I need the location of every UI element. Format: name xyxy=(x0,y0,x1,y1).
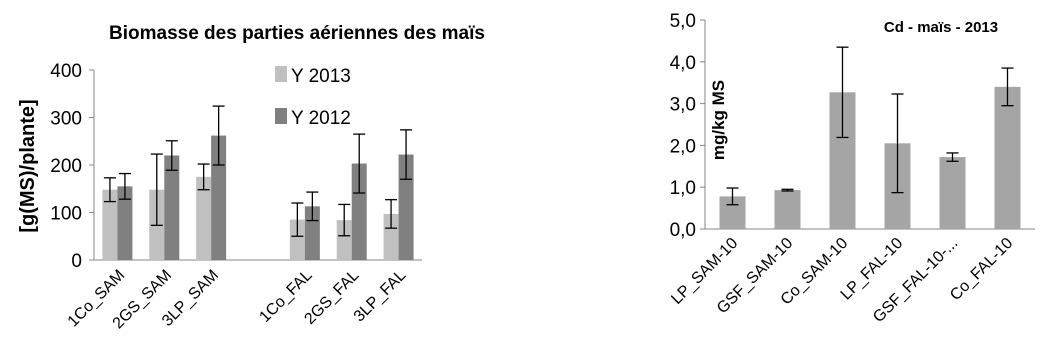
error-bar xyxy=(836,46,849,139)
error-bar xyxy=(212,105,225,166)
y-tick-label: 0 xyxy=(71,251,82,272)
y-tick-label: 200 xyxy=(50,156,82,177)
error-bar xyxy=(291,202,304,237)
error-bar xyxy=(946,152,959,162)
error-bar xyxy=(781,188,794,192)
legend-swatch-2012 xyxy=(275,108,287,124)
y-axis-label: mg/kg MS xyxy=(709,80,728,160)
y-tick-label: 0,0 xyxy=(670,220,696,241)
legend-label-2012: Y 2012 xyxy=(291,108,351,129)
legend-label-2013: Y 2013 xyxy=(291,66,351,87)
x-tick-label: 3LP_FAL xyxy=(351,267,410,326)
y-tick-label: 2,0 xyxy=(670,136,696,157)
bar-2013 xyxy=(196,176,212,260)
error-bar xyxy=(103,177,116,203)
bar-2013 xyxy=(336,220,352,260)
bar-2012 xyxy=(211,135,227,260)
chart-title: Cd - maïs - 2013 xyxy=(884,19,998,36)
bar xyxy=(939,157,966,229)
error-bar xyxy=(726,187,739,206)
y-tick-label: 3,0 xyxy=(670,95,696,116)
error-bar xyxy=(150,153,163,226)
chart-title: Biomasse des parties aériennes des maïs xyxy=(109,23,485,44)
y-tick-label: 1,0 xyxy=(670,178,696,199)
bar-2013 xyxy=(102,189,118,260)
y-tick-label: 400 xyxy=(50,61,82,82)
error-bar xyxy=(353,133,366,194)
y-tick-label: 100 xyxy=(50,204,82,225)
bar-2012 xyxy=(117,186,133,260)
error-bar xyxy=(400,129,413,180)
bar xyxy=(994,86,1021,229)
bar-2013 xyxy=(383,213,399,260)
bar-2012 xyxy=(398,154,414,260)
cadmium-chart: Cd - maïs - 2013 0,01,02,03,04,05,0 LP_S… xyxy=(668,11,1035,326)
error-bar xyxy=(306,191,319,222)
y-tick-label: 4,0 xyxy=(670,53,696,74)
y-axis-label: [g(MS)/plante] xyxy=(17,99,39,232)
error-bar xyxy=(385,199,398,229)
bar-2012 xyxy=(351,163,367,260)
biomass-chart: Biomasse des parties aériennes des maïs … xyxy=(17,23,485,332)
error-bar xyxy=(118,172,131,200)
y-tick-label: 5,0 xyxy=(670,11,696,32)
error-bar xyxy=(891,93,904,194)
error-bar xyxy=(197,163,210,191)
legend: Y 2013 Y 2012 xyxy=(275,66,351,129)
error-bar xyxy=(165,140,178,171)
error-bar xyxy=(1001,67,1014,107)
bar-2012 xyxy=(164,155,180,260)
y-tick-label: 300 xyxy=(50,109,82,130)
bar-2012 xyxy=(304,206,320,260)
bar xyxy=(774,190,801,229)
error-bar xyxy=(338,203,351,237)
legend-swatch-2013 xyxy=(275,66,287,82)
bar-2013 xyxy=(289,219,305,260)
